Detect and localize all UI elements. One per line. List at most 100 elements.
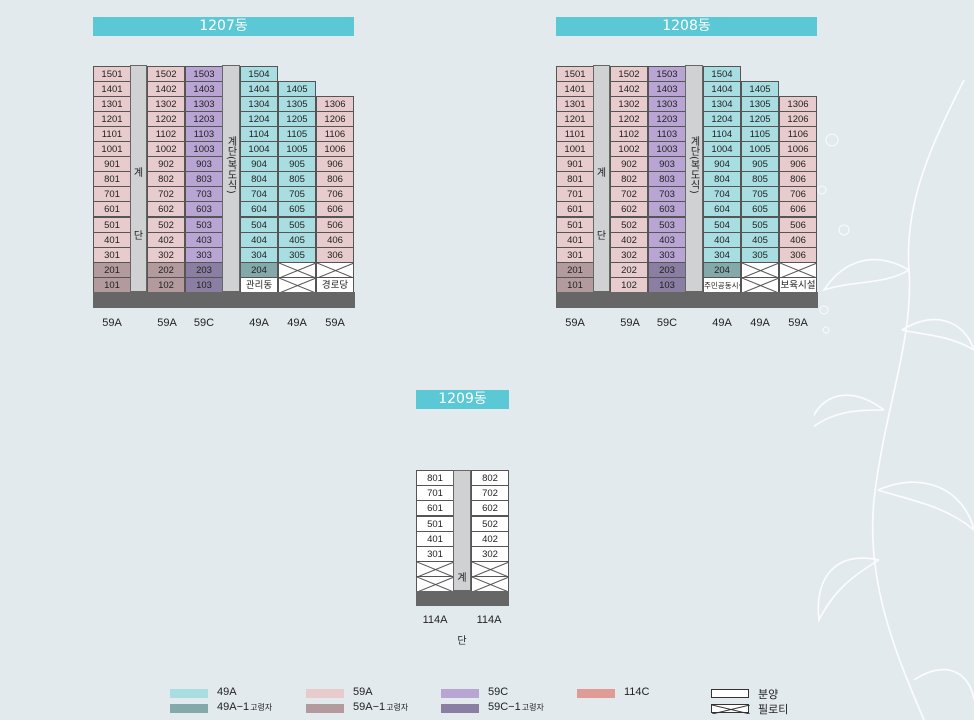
unit-label: 403 [196, 234, 212, 246]
unit-label: 1005 [286, 144, 308, 155]
legend-label: 59C−1고령자 [488, 701, 544, 713]
unit-cell: 601 [556, 201, 594, 218]
unit-cell: 804 [703, 171, 741, 188]
unit-cell: 1101 [556, 125, 594, 142]
unit-label: 1403 [193, 83, 215, 95]
unit-label: 404 [714, 234, 730, 246]
unit-label: 1301 [101, 98, 123, 110]
unit-label: 904 [714, 159, 730, 171]
unit-cell: 803 [648, 171, 686, 188]
piloti-cell [779, 261, 817, 278]
unit-label: 606 [790, 204, 806, 216]
unit-cell: 1002 [610, 141, 648, 158]
legend-swatch [577, 689, 615, 698]
legend-label-main: 114C [624, 686, 650, 698]
legend-swatch [306, 704, 344, 713]
unit-label: 1106 [324, 128, 346, 140]
stair-column: 계 단 [130, 65, 147, 292]
unit-cell: 901 [556, 156, 594, 173]
unit-cell: 903 [185, 156, 223, 173]
title-1207: 1207동 [93, 17, 354, 36]
unit-cell: 1304 [240, 95, 278, 112]
unit-cell: 1005 [741, 141, 779, 158]
unit-cell: 502 [610, 216, 648, 233]
unit-label: 1001 [564, 144, 586, 155]
unit-type-label: 59A [325, 317, 345, 329]
unit-cell: 1401 [93, 80, 131, 97]
unit-cell: 1306 [316, 95, 354, 112]
unit-label: 1401 [101, 83, 123, 95]
unit-cell: 502 [471, 515, 509, 532]
unit-cell: 506 [316, 216, 354, 233]
unit-cell: 1006 [316, 141, 354, 158]
unit-cell: 906 [316, 156, 354, 173]
unit-cell: 1001 [556, 141, 594, 158]
unit-label: 1405 [749, 83, 771, 95]
unit-cell: 1404 [703, 80, 741, 97]
unit-label: 504 [251, 219, 267, 231]
unit-cell: 101 [556, 276, 594, 293]
unit-label: 502 [621, 219, 637, 231]
unit-label: 801 [104, 174, 120, 186]
unit-type-label: 59A [157, 317, 177, 329]
legend-swatch [711, 704, 750, 714]
unit-cell: 1404 [240, 80, 278, 97]
unit-cell: 804 [240, 171, 278, 188]
stair-label: 계단(복도식) [225, 136, 236, 194]
unit-label: 보육시설 [780, 279, 816, 291]
unit-label: 306 [790, 249, 806, 261]
unit-label: 102 [158, 279, 174, 291]
unit-label: 202 [621, 264, 637, 276]
unit-label: 1002 [155, 144, 177, 155]
unit-cell: 603 [185, 201, 223, 218]
unit-cell: 304 [703, 246, 741, 263]
unit-cell: 506 [779, 216, 817, 233]
piloti-cell [316, 261, 354, 278]
unit-cell: 705 [741, 186, 779, 203]
stair-label: 계 단 [596, 168, 610, 242]
unit-label: 804 [251, 174, 267, 186]
unit-label: 502 [158, 219, 174, 231]
unit-label: 1403 [656, 83, 678, 95]
unit-label: 703 [196, 189, 212, 201]
unit-cell: 605 [741, 201, 779, 218]
unit-cell: 401 [93, 231, 131, 248]
unit-type-label: 49A [750, 317, 770, 329]
unit-label: 1003 [656, 144, 678, 155]
unit-label: 주민공동시설 [704, 280, 740, 290]
unit-label: 301 [427, 548, 443, 560]
legend-swatch [170, 704, 208, 713]
unit-label: 602 [158, 204, 174, 216]
unit-type-label: 49A [712, 317, 732, 329]
unit-cell: 401 [416, 530, 454, 547]
unit-label: 802 [482, 473, 498, 485]
unit-cell: 102 [610, 276, 648, 293]
unit-cell: 701 [416, 485, 454, 502]
unit-cell: 505 [741, 216, 779, 233]
unit-cell: 302 [610, 246, 648, 263]
unit-label: 501 [567, 219, 583, 231]
unit-label: 1204 [248, 113, 270, 125]
stair-column: 계단(복도식) [685, 65, 703, 292]
unit-label: 1503 [193, 68, 215, 80]
unit-label: 1106 [787, 128, 809, 140]
unit-type-label: 59A [788, 317, 808, 329]
unit-label: 701 [567, 189, 583, 201]
unit-label: 1103 [193, 128, 215, 140]
legend-label: 필로티 [758, 701, 788, 717]
unit-cell: 1201 [556, 110, 594, 127]
unit-label: 605 [289, 204, 305, 216]
unit-cell: 403 [185, 231, 223, 248]
unit-label: 302 [621, 249, 637, 261]
legend-swatch [306, 689, 344, 698]
unit-label: 406 [327, 234, 343, 246]
unit-label: 1302 [618, 98, 640, 110]
unit-label: 1104 [711, 128, 733, 140]
unit-label: 506 [327, 219, 343, 231]
unit-cell: 801 [556, 171, 594, 188]
unit-cell: 201 [556, 261, 594, 278]
unit-cell: 1004 [240, 141, 278, 158]
unit-label: 905 [289, 159, 305, 171]
unit-cell: 1106 [779, 125, 817, 142]
unit-cell: 1202 [610, 110, 648, 127]
